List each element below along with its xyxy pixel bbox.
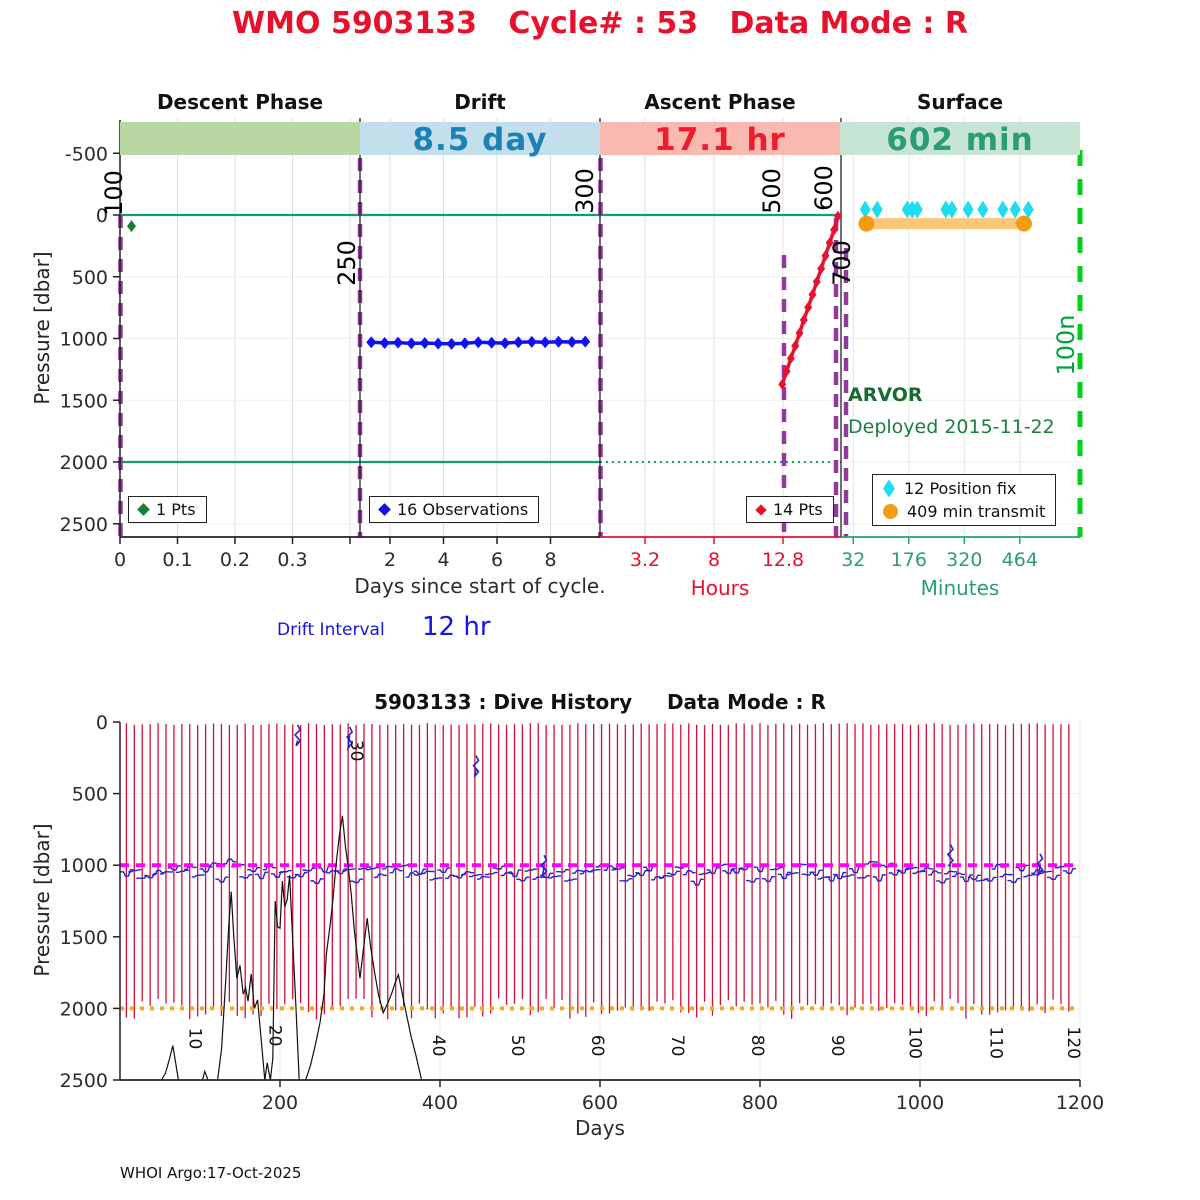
svg-text:120: 120	[1063, 1027, 1083, 1059]
svg-text:2500: 2500	[60, 1070, 108, 1092]
legend-drift-label: 16 Observations	[397, 500, 528, 519]
svg-text:1500: 1500	[60, 927, 108, 949]
svg-text:800: 800	[742, 1092, 778, 1114]
svg-text:320: 320	[946, 549, 982, 571]
svg-text:600: 600	[810, 165, 838, 211]
days-axis-label: Days since start of cycle.	[330, 574, 630, 598]
svg-text:200: 200	[262, 1092, 298, 1114]
phase-band-ascent: 17.1 hr	[600, 122, 840, 155]
green-diamond-icon	[137, 503, 150, 516]
svg-text:0: 0	[114, 549, 126, 571]
svg-text:100: 100	[100, 170, 128, 216]
page-title: WMO 5903133 Cycle# : 53 Data Mode : R	[0, 6, 1200, 41]
red-diamond-icon	[755, 504, 766, 515]
svg-text:1000: 1000	[60, 855, 108, 877]
float-type-label: ARVOR	[848, 384, 923, 406]
screenshot-root: 0 0.1 0.2 0.3 2 4 6 8 3.2 8 12.8 32 176 320 464 -500 0 50…	[0, 0, 1200, 1200]
svg-text:90: 90	[827, 1035, 847, 1057]
svg-text:110: 110	[985, 1027, 1005, 1059]
svg-text:1500: 1500	[60, 390, 108, 412]
svg-text:40: 40	[428, 1035, 448, 1057]
phase-band-drift: 8.5 day	[360, 122, 600, 155]
svg-text:0.2: 0.2	[220, 549, 250, 571]
svg-text:50: 50	[507, 1035, 527, 1057]
svg-text:1000: 1000	[60, 329, 108, 351]
legend-descent-label: 1 Pts	[156, 500, 196, 519]
svg-text:6: 6	[491, 549, 503, 571]
drift-interval-label: Drift Interval	[277, 620, 385, 640]
svg-text:464: 464	[1002, 549, 1038, 571]
svg-text:0.1: 0.1	[162, 549, 192, 571]
phase-label-surface: Surface	[840, 90, 1080, 114]
svg-text:20: 20	[265, 1025, 285, 1047]
svg-text:500: 500	[72, 784, 108, 806]
bottom-days-axis-label: Days	[120, 1116, 1080, 1140]
bottom-ylabel: Pressure [dbar]	[30, 750, 54, 1050]
svg-text:2000: 2000	[60, 452, 108, 474]
svg-text:400: 400	[422, 1092, 458, 1114]
drift-interval-value: 12 hr	[422, 612, 491, 642]
deployed-date-label: Deployed 2015-11-22	[848, 416, 1055, 438]
dive-history-graphics: 200 400 600 800 1000 1200 0 500 1000 1500 2000 2500…	[60, 712, 1105, 1114]
svg-text:4: 4	[437, 549, 449, 571]
legend-drift: 16 Observations	[369, 496, 539, 523]
svg-text:32: 32	[841, 549, 865, 571]
legend-transmit-label: 409 min transmit	[907, 502, 1045, 521]
legend-ascent: 14 Pts	[746, 496, 834, 523]
charts-canvas: 0 0.1 0.2 0.3 2 4 6 8 3.2 8 12.8 32 176 320 464 -500 0 50…	[0, 0, 1200, 1200]
legend-position-fix-label: 12 Position fix	[904, 479, 1016, 498]
duration-ascent: 17.1 hr	[654, 122, 786, 158]
svg-text:-500: -500	[65, 143, 108, 165]
svg-text:8: 8	[708, 549, 720, 571]
svg-text:2: 2	[384, 549, 396, 571]
svg-text:60: 60	[587, 1035, 607, 1057]
footer-credit: WHOI Argo:17-Oct-2025	[120, 1164, 301, 1182]
legend-surface: 12 Position fix 409 min transmit	[872, 474, 1056, 526]
phase-label-drift: Drift	[360, 90, 600, 114]
svg-text:500: 500	[758, 168, 786, 214]
svg-text:600: 600	[582, 1092, 618, 1114]
top-ylabel: Pressure [dbar]	[30, 178, 54, 478]
blue-diamond-icon	[378, 503, 391, 516]
phase-band-descent	[120, 122, 360, 155]
svg-text:2500: 2500	[60, 514, 108, 536]
svg-text:10: 10	[185, 1028, 205, 1050]
svg-text:30: 30	[346, 740, 366, 762]
cyan-diamond-icon	[883, 480, 895, 498]
svg-text:1000: 1000	[896, 1092, 944, 1114]
dive-history-title: 5903133 : Dive History Data Mode : R	[120, 690, 1080, 714]
svg-text:8: 8	[544, 549, 556, 571]
svg-text:0: 0	[96, 712, 108, 734]
phase-label-descent: Descent Phase	[120, 90, 360, 114]
orange-circle-icon	[883, 504, 898, 519]
svg-text:100n: 100n	[1052, 314, 1080, 375]
svg-text:3.2: 3.2	[630, 549, 660, 571]
svg-text:300: 300	[571, 168, 599, 214]
svg-text:500: 500	[72, 267, 108, 289]
svg-text:80: 80	[747, 1035, 767, 1057]
svg-text:100: 100	[905, 1027, 925, 1059]
legend-descent: 1 Pts	[128, 496, 207, 523]
phase-band-surface: 602 min	[840, 122, 1080, 155]
svg-text:2000: 2000	[60, 998, 108, 1020]
phase-label-ascent: Ascent Phase	[600, 90, 840, 114]
hours-axis-label: Hours	[620, 576, 820, 600]
svg-text:0.3: 0.3	[277, 549, 307, 571]
svg-text:176: 176	[891, 549, 927, 571]
minutes-axis-label: Minutes	[860, 576, 1060, 600]
legend-ascent-label: 14 Pts	[773, 500, 823, 519]
svg-text:1200: 1200	[1056, 1092, 1104, 1114]
svg-text:250: 250	[333, 240, 361, 286]
svg-text:12.8: 12.8	[762, 549, 804, 571]
duration-surface: 602 min	[886, 122, 1034, 158]
svg-text:700: 700	[828, 240, 856, 286]
duration-drift: 8.5 day	[412, 122, 547, 158]
svg-text:70: 70	[667, 1035, 687, 1057]
